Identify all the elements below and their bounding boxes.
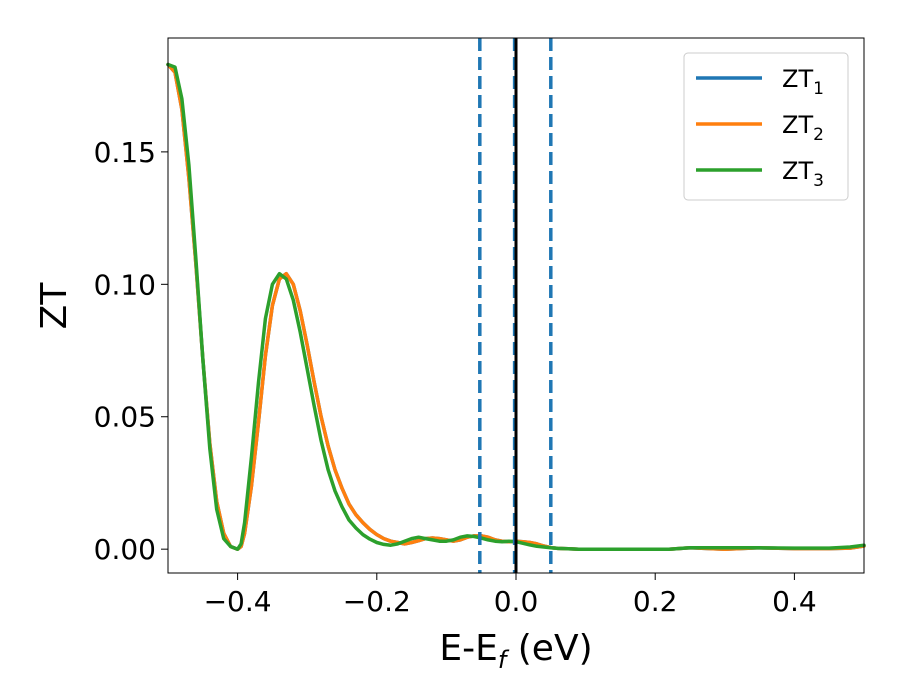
y-tick-label: 0.10: [94, 268, 156, 301]
x-axis-title-main: E-E: [439, 628, 497, 669]
legend: ZT1 ZT2 ZT3: [683, 52, 849, 201]
x-tick-label: −0.4: [204, 585, 272, 618]
vline-layer: [478, 38, 553, 573]
series-line-zt3: [166, 62, 866, 551]
y-axis-title: ZT: [34, 282, 75, 330]
x-axis: −0.4 −0.2 0.0 0.2 0.4: [204, 573, 817, 618]
x-tick-label: −0.2: [343, 585, 411, 618]
legend-box: [683, 52, 849, 201]
y-axis: 0.00 0.05 0.10 0.15: [94, 136, 168, 566]
x-tick-label: 0.0: [494, 585, 539, 618]
y-tick-label: 0.15: [94, 136, 156, 169]
series-layer: [166, 62, 866, 551]
legend-label-zt3: ZT3: [782, 157, 824, 191]
y-tick-label: 0.05: [94, 401, 156, 434]
legend-label-zt2: ZT2: [782, 111, 824, 145]
x-tick-label: 0.2: [633, 585, 678, 618]
x-tick-label: 0.4: [772, 585, 817, 618]
x-axis-title-unit: (eV): [506, 628, 592, 669]
legend-label-zt1: ZT1: [782, 65, 824, 99]
y-tick-label: 0.00: [94, 533, 156, 566]
x-axis-title: E-Ef (eV): [439, 628, 592, 674]
